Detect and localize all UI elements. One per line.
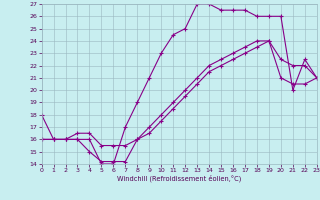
X-axis label: Windchill (Refroidissement éolien,°C): Windchill (Refroidissement éolien,°C) bbox=[117, 175, 241, 182]
